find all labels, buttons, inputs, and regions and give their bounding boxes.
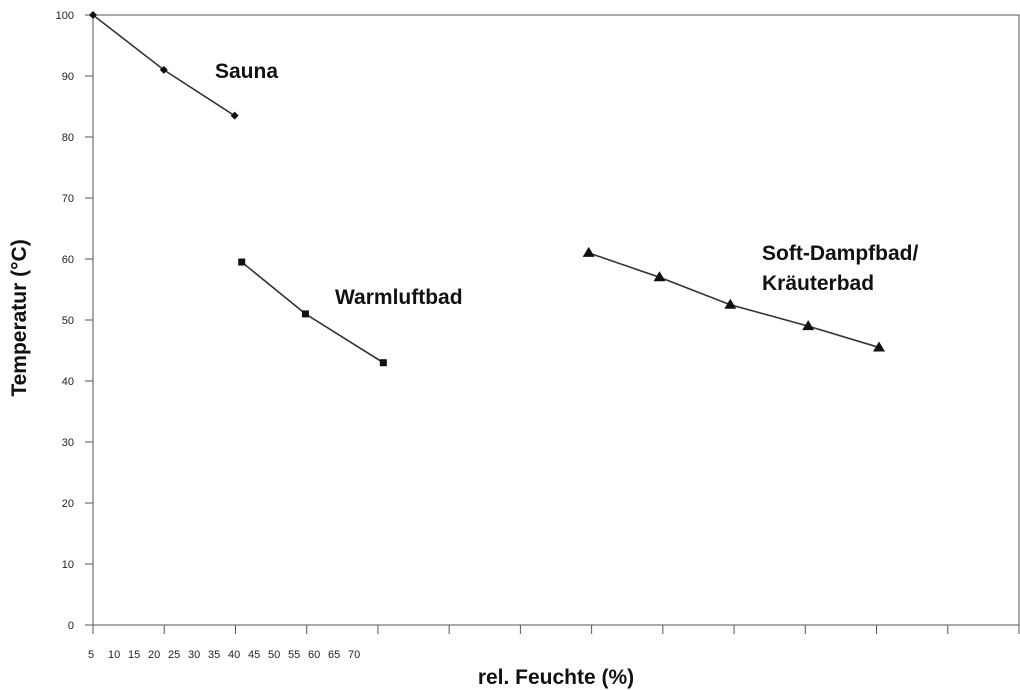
series-line bbox=[92, 14, 236, 117]
x-tick-label: 45 bbox=[248, 649, 260, 661]
y-tick-label: 60 bbox=[62, 254, 74, 266]
x-tick-label: 20 bbox=[148, 649, 160, 661]
data-point bbox=[873, 341, 885, 352]
series-sauna bbox=[89, 11, 239, 120]
data-point bbox=[89, 11, 97, 19]
y-tick-label: 40 bbox=[62, 376, 74, 388]
series-warmluftbad bbox=[238, 258, 387, 367]
x-tick-label: 65 bbox=[328, 649, 340, 661]
series-line bbox=[241, 261, 384, 364]
x-tick-label: 5 bbox=[88, 649, 94, 661]
series-label: Soft-Dampfbad/Kräuterbad bbox=[762, 242, 918, 295]
series-soft-dampfbad-kr-uterbad bbox=[582, 246, 885, 352]
y-axis-title: Temperatur (°C) bbox=[8, 239, 31, 396]
y-tick-label: 10 bbox=[62, 559, 74, 571]
x-tick-label: 60 bbox=[308, 649, 320, 661]
x-tick-label: 25 bbox=[168, 649, 180, 661]
series-labels: Sauna Warmluftbad Soft-Dampfbad/Kräuterbad bbox=[215, 60, 918, 309]
data-point bbox=[301, 310, 309, 318]
series-label: Warmluftbad bbox=[335, 286, 463, 309]
data-point bbox=[802, 320, 815, 331]
x-tick-label: 10 bbox=[108, 649, 120, 661]
y-tick-label: 0 bbox=[68, 620, 74, 632]
y-tick-label: 90 bbox=[62, 71, 74, 83]
data-point bbox=[159, 65, 168, 74]
data-point bbox=[230, 111, 239, 120]
x-tick-label: 15 bbox=[128, 649, 140, 661]
data-point bbox=[653, 271, 666, 282]
y-tick-label: 20 bbox=[62, 498, 74, 510]
series-layer bbox=[89, 11, 885, 367]
y-tick-label: 50 bbox=[62, 315, 74, 327]
x-tick-label: 30 bbox=[188, 649, 200, 661]
x-tick-label: 50 bbox=[268, 649, 280, 661]
series-line bbox=[588, 252, 880, 349]
series-label: Sauna bbox=[215, 60, 278, 83]
x-tick-label: 35 bbox=[208, 649, 220, 661]
y-axis: 0 10 20 30 40 50 60 70 80 90 100 bbox=[56, 10, 93, 632]
data-point bbox=[582, 246, 595, 257]
y-tick-label: 80 bbox=[62, 132, 74, 144]
x-tick-label: 70 bbox=[348, 649, 360, 661]
y-tick-label: 100 bbox=[56, 10, 74, 22]
y-tick-label: 70 bbox=[62, 193, 74, 205]
x-axis-title: rel. Feuchte (%) bbox=[478, 666, 634, 689]
plot-frame bbox=[92, 14, 1020, 626]
data-point bbox=[379, 359, 387, 367]
data-point bbox=[238, 258, 246, 266]
x-axis: 5 10 15 20 25 30 35 40 45 50 55 60 65 70 bbox=[88, 625, 1020, 661]
y-tick-label: 30 bbox=[62, 437, 74, 449]
x-tick-label: 40 bbox=[228, 649, 240, 661]
data-point bbox=[724, 298, 737, 309]
x-tick-label: 55 bbox=[288, 649, 300, 661]
